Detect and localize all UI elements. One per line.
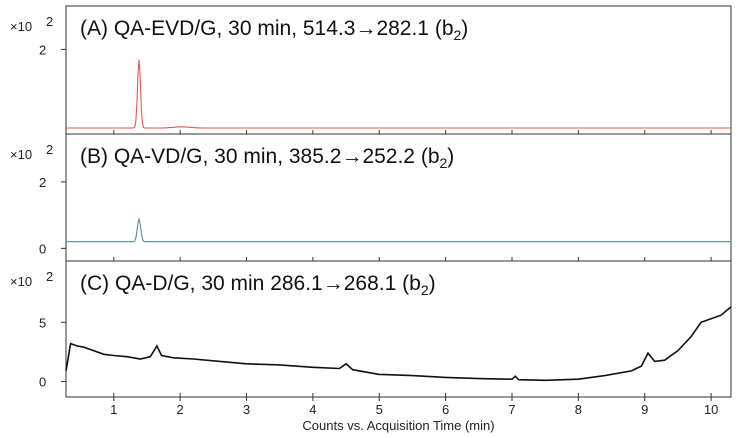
panel-a: ×10 22 (A) QA-EVD/G, 30 min, 514.3→282.1 (…	[10, 5, 732, 135]
panel-frame	[65, 260, 732, 398]
x-tick-label: 4	[309, 402, 316, 417]
y-scale-exponent: 2	[46, 142, 53, 157]
x-tick-label: 6	[442, 402, 449, 417]
x-tick-label: 7	[508, 402, 515, 417]
y-scale-exponent: 2	[46, 269, 53, 284]
panel-c: ×10 2 0 5 (C) QA-D/G, 30 min 286.1→268.1 (b2…	[10, 260, 732, 398]
x-tick-label: 10	[704, 402, 718, 417]
y-tick-label: 2	[39, 42, 46, 57]
panel-title: (B) QA-VD/G, 30 min, 385.2→252.2 (b2)	[80, 145, 454, 171]
y-scale-label: ×10	[10, 274, 32, 289]
panel-title: (C) QA-D/G, 30 min 286.1→268.1 (b2)	[80, 272, 436, 298]
trace-line	[65, 306, 732, 382]
y-scale-label: ×10	[10, 147, 32, 162]
trace-line	[66, 59, 731, 129]
panel-title: (A) QA-EVD/G, 30 min, 514.3→282.1 (b2)	[80, 17, 468, 43]
trace-line	[66, 217, 731, 243]
y-tick-label: 0	[39, 375, 46, 390]
x-tick-label: 3	[243, 402, 250, 417]
y-scale-exponent: 2	[46, 14, 53, 29]
y-tick-label: 2	[39, 175, 46, 190]
panel-b: ×10 2 0 2 (B) QA-VD/G, 30 min, 385.2→252.2 (…	[10, 133, 732, 262]
y-scale-label: ×10	[10, 19, 32, 34]
x-tick-label: 1	[110, 402, 117, 417]
x-tick-label: 9	[641, 402, 648, 417]
y-tick-label: 5	[39, 315, 46, 330]
y-tick-label: 0	[39, 241, 46, 256]
x-tick-label: 8	[575, 402, 582, 417]
x-axis-title: Counts vs. Acquisition Time (min)	[302, 418, 494, 433]
x-tick-label: 2	[177, 402, 184, 417]
x-tick-label: 5	[376, 402, 383, 417]
